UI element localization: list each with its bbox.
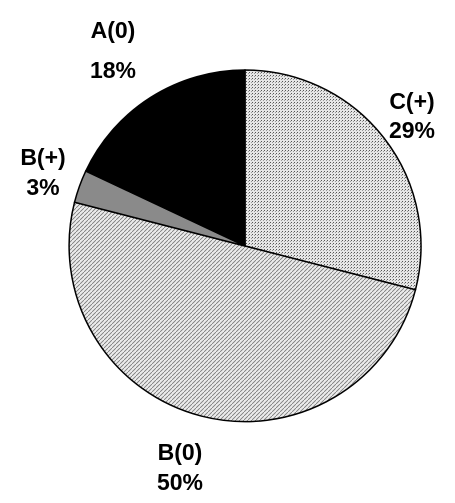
slice-label-a-0: A(0)	[91, 17, 136, 43]
pie-labels: C(+) 29% B(0) 50% B(+) 3% A(0) 18%	[20, 17, 435, 495]
slice-label-b: B(+)	[20, 144, 65, 170]
slice-value-label-b: 3%	[26, 174, 59, 200]
pie-slice-c	[244, 69, 422, 291]
pie-slices	[68, 69, 422, 423]
slice-value-label-c: 29%	[389, 117, 435, 143]
slice-label-c: C(+)	[389, 88, 434, 114]
pie-slice-b-0	[68, 201, 417, 423]
pie-slice-a-0	[84, 69, 246, 248]
slice-value-label-b-0: 50%	[157, 469, 203, 495]
slice-value-label-a-0: 18%	[90, 57, 136, 83]
slice-label-b-0: B(0)	[158, 439, 203, 465]
